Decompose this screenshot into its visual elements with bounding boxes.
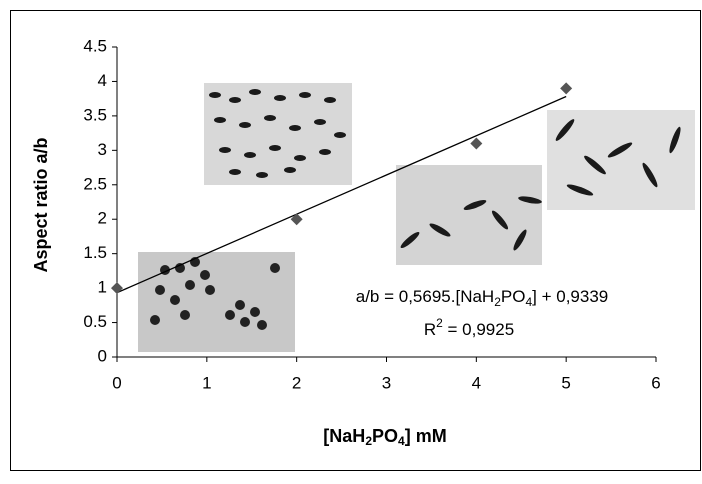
label-part: [NaH — [323, 426, 365, 446]
y-tick-label: 1.5 — [83, 243, 107, 262]
label-part: 2 — [436, 316, 443, 330]
label-part: PO — [372, 426, 398, 446]
y-tick-label: 0 — [98, 346, 107, 365]
y-axis-label: Aspect ratio a/b — [31, 137, 51, 272]
data-point — [560, 82, 573, 95]
trend-equation: a/b = 0,5695.[NaH2PO4] + 0,9339 — [356, 287, 609, 309]
x-tick-label: 4 — [472, 373, 481, 392]
particles — [400, 196, 542, 251]
y-tick-label: 3 — [98, 140, 107, 159]
y-tick-label: 2.5 — [83, 174, 107, 193]
label-part: R — [424, 320, 436, 339]
label-part: a/b = 0,5695.[NaH — [356, 287, 494, 306]
particles — [555, 119, 681, 196]
label-part: ] + 0,9339 — [532, 287, 608, 306]
x-tick-label: 0 — [112, 373, 121, 392]
data-point — [111, 282, 123, 295]
y-tick-label: 0.5 — [83, 312, 107, 331]
y-tick-label: 4.5 — [83, 36, 107, 55]
y-tick-label: 3.5 — [83, 105, 107, 124]
x-tick-label: 5 — [561, 373, 570, 392]
chart-frame — [10, 10, 701, 471]
x-tick-label: 2 — [292, 373, 301, 392]
label-part: PO — [501, 287, 526, 306]
label-part: 2 — [494, 295, 501, 309]
x-tick-label: 1 — [202, 373, 211, 392]
data-point — [290, 213, 303, 226]
x-axis-label: [NaH2PO4] mM — [323, 426, 446, 448]
micrograph — [396, 165, 542, 265]
trendline — [116, 95, 567, 294]
label-part: 4 — [398, 434, 405, 448]
inset-micrographs — [138, 83, 695, 352]
label-part: 4 — [525, 295, 532, 309]
r-squared: R2 = 0,9925 — [424, 316, 514, 339]
x-tick-label: 3 — [382, 373, 391, 392]
data-point — [470, 137, 483, 150]
x-tick-label: 6 — [651, 373, 660, 392]
y-tick-label: 4 — [98, 71, 107, 90]
micrograph — [547, 110, 695, 210]
y-tick-label: 2 — [98, 209, 107, 228]
label-part: 2 — [365, 434, 372, 448]
y-tick-label: 1 — [98, 278, 107, 297]
particles — [150, 257, 280, 330]
label-part: ] mM — [405, 426, 447, 446]
particles — [209, 89, 346, 178]
label-part: = 0,9925 — [443, 320, 514, 339]
